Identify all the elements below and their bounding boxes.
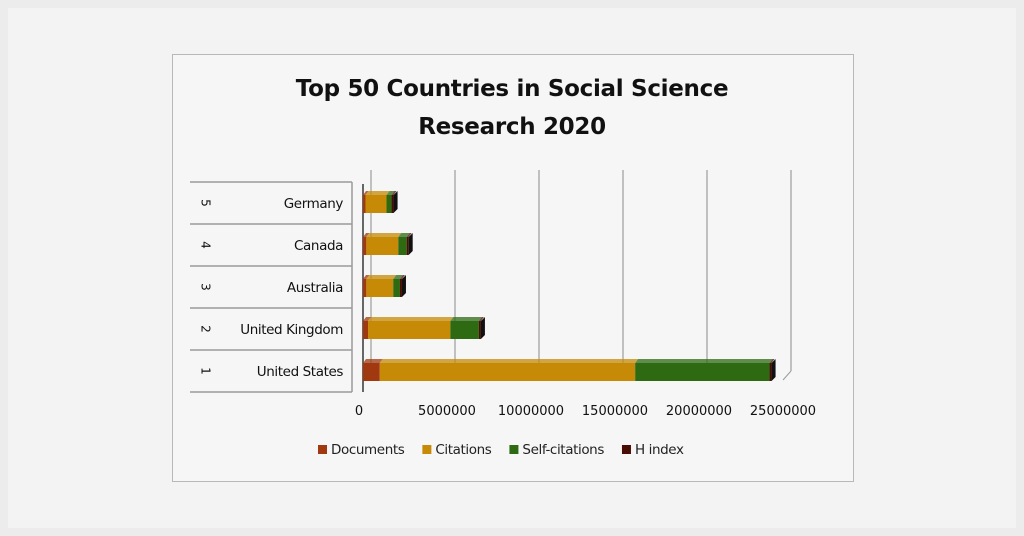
bar-segment-citations xyxy=(368,321,451,339)
bar-end-face xyxy=(393,191,398,213)
rank-label: 2 xyxy=(199,325,213,333)
chart-frame xyxy=(172,54,854,482)
bar-top-face xyxy=(366,233,402,237)
bar-segment-self-citations xyxy=(450,321,479,339)
bar-segment-self-citations xyxy=(393,279,400,297)
rank-label: 5 xyxy=(199,199,213,207)
bar-top-face xyxy=(406,233,412,237)
bar-segment-h-index xyxy=(399,279,402,297)
legend-label: Citations xyxy=(435,442,491,458)
chart-title-line-1: Top 50 Countries in Social Science xyxy=(295,76,729,102)
legend-label: Documents xyxy=(331,442,405,458)
x-tick-label: 20000000 xyxy=(666,404,732,419)
bar-top-face xyxy=(365,191,390,195)
x-tick-label: 10000000 xyxy=(498,404,564,419)
bar-segment-citations xyxy=(366,279,394,297)
legend-swatch-self-citations xyxy=(509,445,519,454)
bar-top-face xyxy=(386,191,395,195)
bar-end-face xyxy=(771,359,776,381)
category-label: United Kingdom xyxy=(240,322,343,338)
x-tick-label: 25000000 xyxy=(750,404,816,419)
bar-top-face xyxy=(363,191,369,195)
x-tick-label: 0 xyxy=(355,404,363,419)
bar-segment-self-citations xyxy=(398,237,407,255)
bar-top-face xyxy=(399,275,405,279)
bar-top-face xyxy=(363,359,383,363)
chart-title: Top 50 Countries in Social Science Resea… xyxy=(172,70,852,146)
rank-label: 4 xyxy=(199,241,213,249)
category-label: Australia xyxy=(287,280,343,296)
chart-title-line-2: Research 2020 xyxy=(418,114,606,140)
legend-label: Self-citations xyxy=(522,442,604,458)
bar-top-face xyxy=(398,233,410,237)
bar-top-face xyxy=(368,317,454,321)
bar-top-face xyxy=(393,275,403,279)
legend-swatch-citations xyxy=(422,445,432,454)
bar-segment-documents xyxy=(363,363,380,381)
bar-segment-self-citations xyxy=(635,363,770,381)
bar-segment-citations xyxy=(365,195,387,213)
category-label: Germany xyxy=(284,196,344,212)
rank-label: 1 xyxy=(199,367,213,375)
bar-segment-citations xyxy=(379,363,636,381)
bar-top-face xyxy=(363,275,370,279)
bar-top-face xyxy=(363,233,370,237)
category-label: Canada xyxy=(294,238,343,254)
bar-end-face xyxy=(480,317,485,339)
bar-top-face xyxy=(635,359,773,363)
bar-end-face xyxy=(401,275,406,297)
bar-segment-documents xyxy=(363,237,367,255)
bar-segment-citations xyxy=(366,237,399,255)
bar-top-face xyxy=(769,359,775,363)
bar-segment-self-citations xyxy=(386,195,392,213)
legend-swatch-documents xyxy=(318,445,327,454)
rank-label: 3 xyxy=(199,283,213,291)
bar-top-face xyxy=(450,317,482,321)
legend-label: H index xyxy=(635,442,684,458)
bar-segment-documents xyxy=(363,321,369,339)
bar-top-face xyxy=(391,191,397,195)
x-tick-label: 15000000 xyxy=(582,404,648,419)
bar-segment-h-index xyxy=(406,237,409,255)
bar-segment-h-index xyxy=(478,321,481,339)
gridline-foot xyxy=(782,370,792,381)
legend-swatch-h-index xyxy=(621,445,631,454)
bar-segment-h-index xyxy=(391,195,394,213)
bar-segment-documents xyxy=(363,279,367,297)
category-label: United States xyxy=(257,364,344,380)
bar-segment-documents xyxy=(363,195,366,213)
bar-end-face xyxy=(408,233,413,255)
bar-top-face xyxy=(363,317,372,321)
bar-top-face xyxy=(366,275,397,279)
x-tick-label: 5000000 xyxy=(418,404,476,419)
bar-top-face xyxy=(478,317,484,321)
bar-top-face xyxy=(379,359,639,363)
bar-segment-h-index xyxy=(769,363,772,381)
